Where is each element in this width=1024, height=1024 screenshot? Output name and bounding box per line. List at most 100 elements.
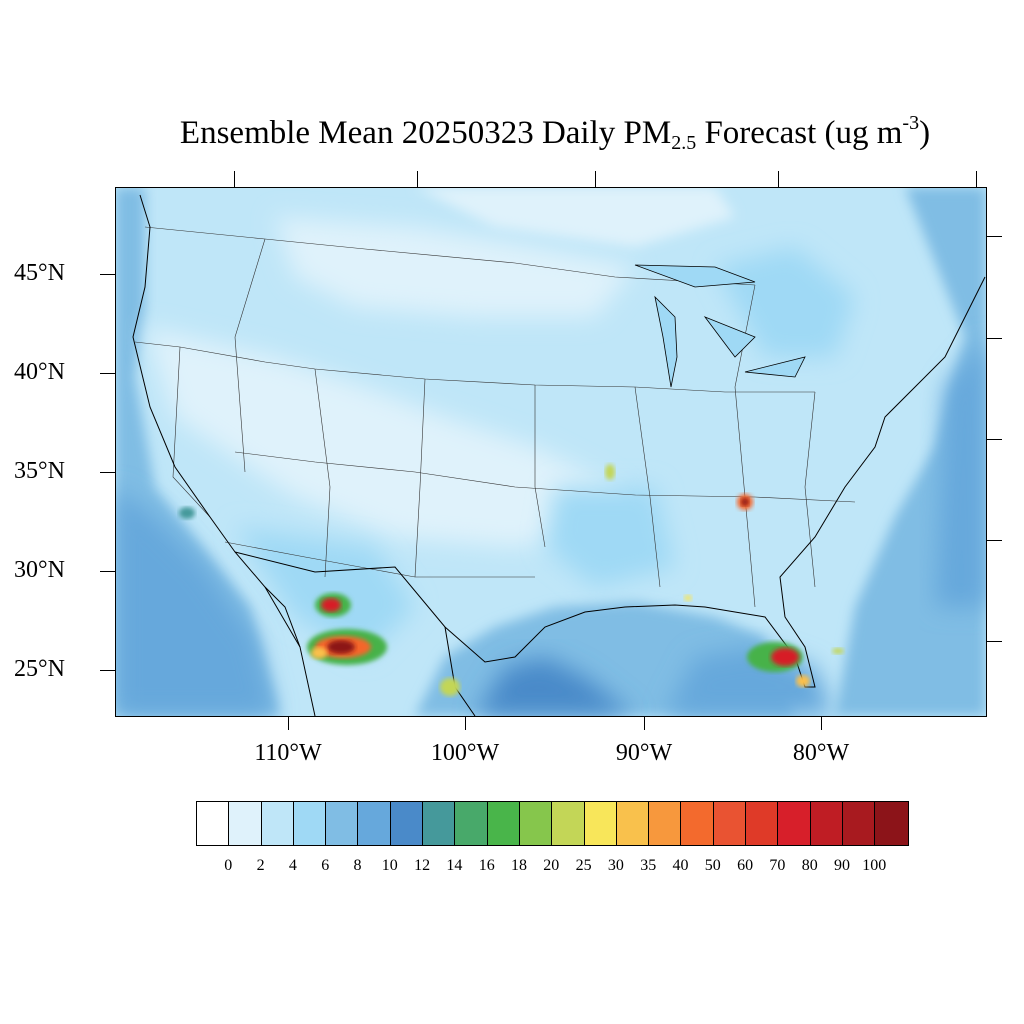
lat-tick <box>100 373 115 374</box>
hotspot-mexico-central <box>440 678 460 696</box>
right-tick <box>986 439 1002 440</box>
lon-label-90: 90°W <box>615 740 673 766</box>
colorbar-label: 10 <box>381 857 398 874</box>
colorbar-swatch <box>487 802 520 845</box>
map-border-right <box>986 187 987 717</box>
colorbar-swatch <box>842 802 876 845</box>
colorbar-swatch <box>293 802 327 845</box>
colorbar-label: 20 <box>543 857 560 874</box>
map-border-bottom <box>115 716 986 717</box>
colorbar-swatch <box>519 802 553 845</box>
right-tick <box>986 540 1002 541</box>
top-tick <box>417 171 418 187</box>
hotspot-arkansas <box>605 464 615 480</box>
hotspot-chihuahua-west <box>311 647 327 659</box>
right-tick <box>986 641 1002 642</box>
colorbar-swatch <box>681 802 714 845</box>
lat-label-40: 40°N <box>14 359 65 385</box>
colorbar-label: 6 <box>321 857 330 874</box>
colorbar-swatch <box>552 802 585 845</box>
map-border-left <box>115 187 116 717</box>
title-after: Forecast (ug m <box>696 115 903 151</box>
title-close: ) <box>919 115 931 151</box>
colorbar-label: 70 <box>769 857 786 874</box>
hotspot-bahamas <box>832 648 844 654</box>
colorbar-label: 90 <box>834 857 850 874</box>
west-clean-air <box>145 327 635 547</box>
lon-tick <box>644 716 645 730</box>
pm25-colorbar <box>196 801 909 846</box>
gulf-dark-region <box>475 657 635 716</box>
colorbar-swatch <box>713 802 747 845</box>
hotspot-border-1-core <box>321 598 341 612</box>
hotspot-chihuahua-core <box>327 640 355 654</box>
hotspot-carolina-core <box>741 498 749 506</box>
colorbar-swatch <box>616 802 650 845</box>
lat-tick <box>100 472 115 473</box>
title-main: Ensemble Mean 20250323 Daily PM <box>179 115 672 151</box>
canada-clean-air <box>415 187 735 247</box>
lon-tick <box>288 716 289 730</box>
colorbar-label: 12 <box>414 857 431 874</box>
colorbar-swatch <box>261 802 294 845</box>
top-tick <box>234 171 235 187</box>
colorbar-label: 0 <box>224 857 233 874</box>
hotspot-florida-core <box>771 648 799 666</box>
lat-label-25: 25°N <box>14 656 65 682</box>
lake-michigan <box>654 295 678 388</box>
baja-coast <box>264 586 301 648</box>
mexico-north-region <box>235 527 415 657</box>
pacific-coastline <box>132 194 316 716</box>
colorbar-label: 8 <box>353 857 362 874</box>
colorbar-swatch <box>423 802 456 845</box>
forecast-map <box>115 187 986 716</box>
hotspot-florida-south <box>796 675 810 687</box>
colorbar-label: 100 <box>862 857 887 874</box>
map-svg <box>115 187 986 716</box>
lon-label-80: 80°W <box>792 740 850 766</box>
colorbar-label: 14 <box>446 857 463 874</box>
lat-label-35: 35°N <box>14 458 65 484</box>
colorbar-label: 60 <box>737 857 754 874</box>
lat-label-30: 30°N <box>14 557 65 583</box>
colorbar-label: 35 <box>640 857 657 874</box>
colorbar-swatch <box>390 802 424 845</box>
right-tick <box>986 338 1002 339</box>
colorbar-label: 16 <box>478 857 495 874</box>
great-lakes-region <box>715 247 855 357</box>
title-superscript: -3 <box>902 112 920 134</box>
colorbar-swatch <box>326 802 359 845</box>
lon-tick <box>821 716 822 730</box>
colorbar-swatch <box>197 802 230 845</box>
colorbar-swatch <box>746 802 779 845</box>
south-central-region <box>545 487 675 587</box>
colorbar-swatch <box>584 802 617 845</box>
colorbar-swatch <box>778 802 811 845</box>
colorbar-label: 40 <box>672 857 689 874</box>
pacific-darker-region <box>115 487 275 716</box>
atlantic-dark-region <box>935 337 986 607</box>
right-tick <box>986 236 1002 237</box>
colorbar-swatch <box>229 802 262 845</box>
lon-label-100: 100°W <box>430 740 500 766</box>
colorbar-label: 80 <box>801 857 818 874</box>
colorbar-label: 18 <box>511 857 527 874</box>
lake-superior <box>634 264 756 288</box>
north-clean-air <box>275 217 635 317</box>
lat-tick <box>100 670 115 671</box>
lat-label-45: 45°N <box>14 260 65 286</box>
lon-tick <box>465 716 466 730</box>
colorbar-label: 50 <box>704 857 721 874</box>
top-tick <box>595 171 596 187</box>
colorbar-swatch <box>649 802 682 845</box>
colorbar-swatch <box>875 802 908 845</box>
map-title: Ensemble Mean 20250323 Daily PM2.5 Forec… <box>0 112 1024 155</box>
lat-tick <box>100 571 115 572</box>
lake-erie <box>744 356 806 378</box>
colorbar-label: 25 <box>575 857 592 874</box>
colorbar-label: 30 <box>607 857 624 874</box>
colorbar-swatch <box>358 802 391 845</box>
pm25-hotspots <box>179 464 844 696</box>
lat-tick <box>100 274 115 275</box>
colorbar-swatch <box>810 802 843 845</box>
